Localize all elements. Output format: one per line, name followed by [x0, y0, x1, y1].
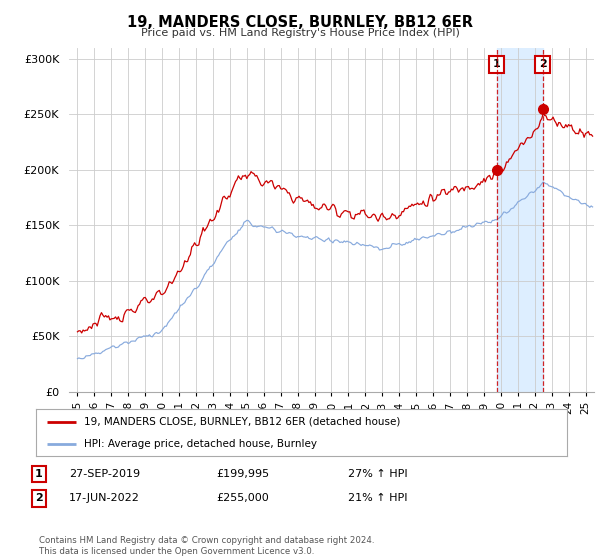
Text: 2: 2: [539, 59, 547, 69]
Text: Contains HM Land Registry data © Crown copyright and database right 2024.
This d: Contains HM Land Registry data © Crown c…: [39, 536, 374, 556]
Text: £255,000: £255,000: [216, 493, 269, 503]
Text: £199,995: £199,995: [216, 469, 269, 479]
Text: 1: 1: [35, 469, 43, 479]
Text: 27% ↑ HPI: 27% ↑ HPI: [348, 469, 407, 479]
Text: 17-JUN-2022: 17-JUN-2022: [69, 493, 140, 503]
Text: Price paid vs. HM Land Registry's House Price Index (HPI): Price paid vs. HM Land Registry's House …: [140, 28, 460, 38]
Text: 21% ↑ HPI: 21% ↑ HPI: [348, 493, 407, 503]
Text: 2: 2: [35, 493, 43, 503]
Bar: [497, 48, 542, 392]
Text: HPI: Average price, detached house, Burnley: HPI: Average price, detached house, Burn…: [84, 438, 317, 449]
Text: 1: 1: [493, 59, 500, 69]
Text: 19, MANDERS CLOSE, BURNLEY, BB12 6ER (detached house): 19, MANDERS CLOSE, BURNLEY, BB12 6ER (de…: [84, 417, 400, 427]
Text: 27-SEP-2019: 27-SEP-2019: [69, 469, 140, 479]
Text: 19, MANDERS CLOSE, BURNLEY, BB12 6ER: 19, MANDERS CLOSE, BURNLEY, BB12 6ER: [127, 15, 473, 30]
